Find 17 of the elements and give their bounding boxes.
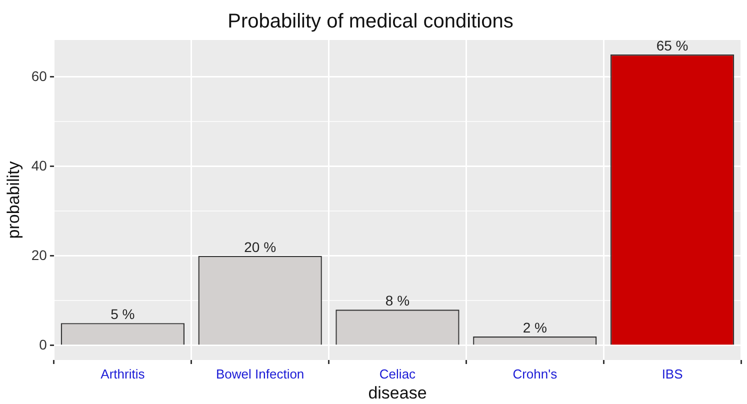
data-label: 8 % [385,292,410,309]
y-tick-label: 60 [31,68,48,84]
data-label: 65 % [656,37,688,54]
data-label: 5 % [110,306,135,322]
x-tick-label: Bowel Infection [216,366,304,382]
chart-title: Probability of medical conditions [228,10,514,33]
x-tick-label: Celiac [379,366,416,382]
data-label: 2 % [522,319,547,336]
x-tick-label: IBS [662,366,684,382]
x-axis-title: disease [368,383,427,402]
y-axis-title: probability [4,160,23,239]
data-label: 20 % [244,238,276,255]
y-tick-label: 20 [31,246,48,263]
x-tick-label: Crohn's [512,366,558,382]
x-tick-label: Arthritis [100,366,146,382]
y-tick-label: 40 [31,157,48,174]
y-tick-label: 0 [39,336,48,352]
